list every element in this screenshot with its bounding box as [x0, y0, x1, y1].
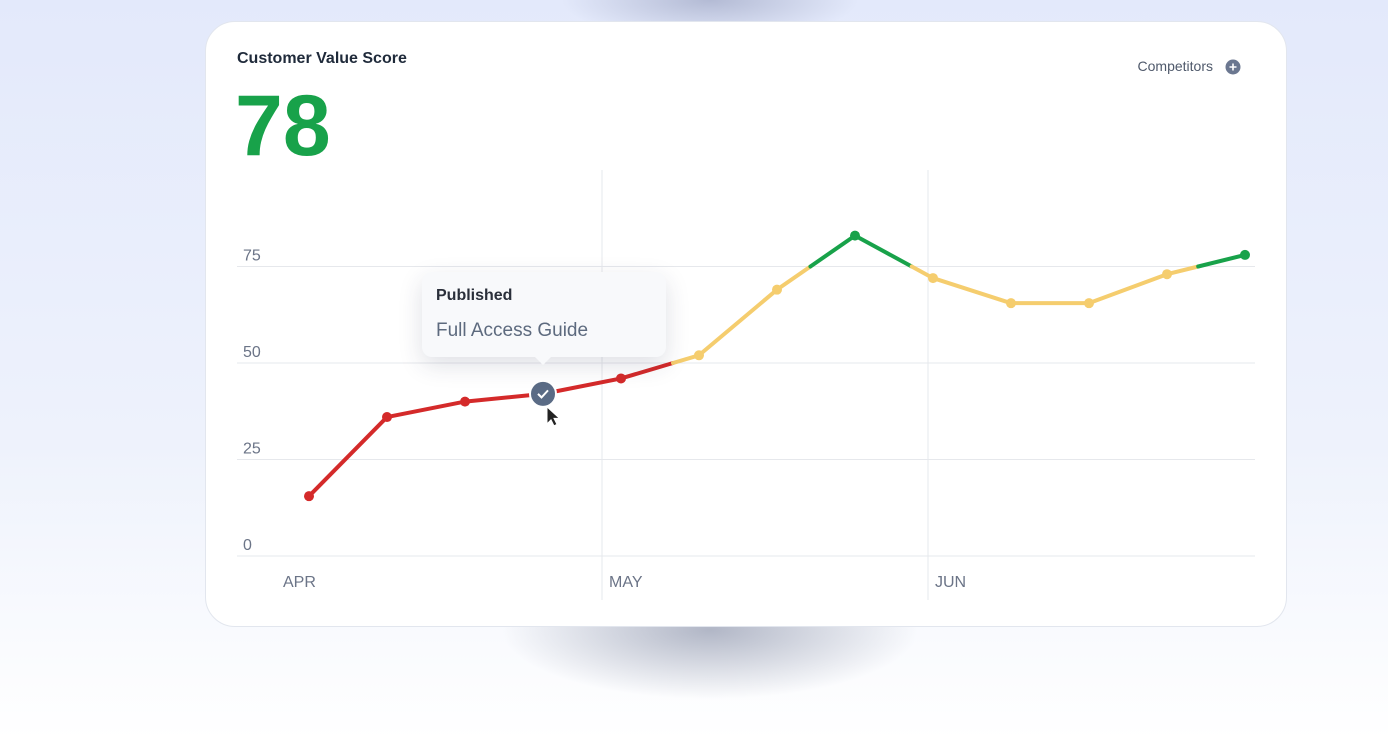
point [1006, 298, 1016, 309]
x-tick-label: JUN [935, 574, 966, 591]
check-icon [537, 389, 549, 399]
y-tick-label: 25 [243, 441, 261, 458]
point [460, 396, 470, 407]
line-segment [307, 415, 389, 499]
point [1162, 269, 1172, 280]
chart-title: Customer Value Score [237, 50, 407, 67]
line-segment [1087, 272, 1169, 306]
cursor [546, 405, 561, 427]
line-segment [697, 287, 779, 358]
x-tick-label: APR [283, 574, 316, 591]
plus-sign [1229, 63, 1237, 71]
point [928, 273, 938, 284]
button-label[interactable]: Competitors [1138, 58, 1213, 74]
line-segment [775, 264, 813, 292]
y-tick-label: 75 [243, 248, 261, 265]
x-tick-label: MAY [609, 574, 643, 591]
line-segment [853, 233, 914, 269]
card [205, 21, 1287, 627]
y-tick-label: 50 [243, 344, 261, 361]
line-segment [931, 276, 1013, 306]
y-tick-label: 0 [243, 537, 252, 554]
tooltip-title: Published [436, 286, 513, 304]
point [382, 412, 392, 423]
competitors-button[interactable]: Competitors [1138, 58, 1241, 75]
point [1240, 249, 1250, 260]
point [304, 491, 314, 502]
point [850, 230, 860, 241]
point [772, 284, 782, 295]
line-segment [385, 399, 467, 420]
published-marker [529, 379, 557, 408]
tooltip: Published Full Access Guide [422, 271, 666, 365]
grid [237, 170, 1255, 600]
line-segment [619, 361, 675, 381]
score: 78 [235, 78, 331, 174]
point [616, 373, 626, 384]
line-segment [808, 233, 857, 269]
point [1084, 298, 1094, 309]
point [694, 350, 704, 361]
line-segment [1165, 264, 1201, 277]
tooltip-text: Full Access Guide [436, 319, 589, 341]
line-segment [1196, 252, 1247, 269]
